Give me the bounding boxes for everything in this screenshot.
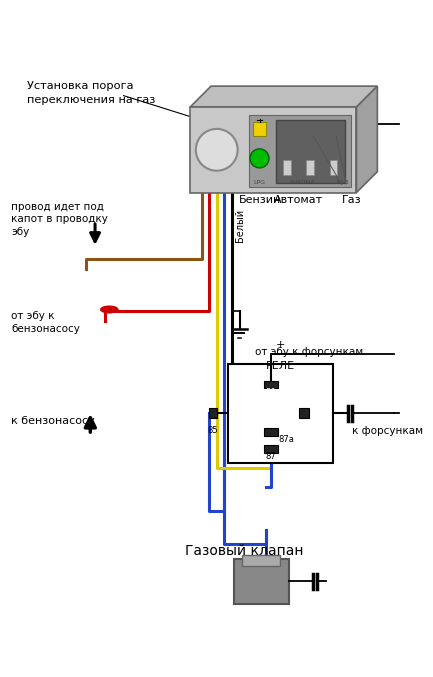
Text: РЕЛЕ: РЕЛЕ bbox=[266, 361, 295, 371]
Bar bbox=[300, 408, 309, 418]
Bar bbox=[264, 380, 278, 389]
Text: Белый: Белый bbox=[235, 209, 245, 242]
Bar bbox=[242, 554, 281, 566]
Polygon shape bbox=[190, 86, 378, 107]
Text: к форсункам: к форсункам bbox=[352, 427, 423, 437]
Bar bbox=[264, 445, 278, 453]
Text: 87: 87 bbox=[265, 452, 276, 461]
Polygon shape bbox=[356, 86, 378, 192]
Text: Газ: Газ bbox=[342, 196, 362, 205]
Text: провод идет под
капот в проводку
эбу: провод идет под капот в проводку эбу bbox=[11, 202, 108, 237]
Text: 30: 30 bbox=[265, 388, 276, 397]
Text: Газовый клапан: Газовый клапан bbox=[185, 544, 304, 559]
Text: IAMONA: IAMONA bbox=[290, 180, 315, 185]
Bar bbox=[330, 160, 337, 175]
Bar bbox=[234, 559, 289, 604]
Ellipse shape bbox=[101, 306, 118, 313]
Polygon shape bbox=[190, 107, 356, 192]
Text: +: + bbox=[276, 340, 285, 350]
Bar bbox=[228, 364, 333, 464]
Bar bbox=[283, 160, 291, 175]
Text: LPG: LPG bbox=[253, 180, 265, 185]
Text: Бензин: Бензин bbox=[239, 196, 281, 205]
Bar bbox=[264, 429, 278, 436]
Bar bbox=[276, 121, 345, 183]
Text: Установка порога
переключения на газ: Установка порога переключения на газ bbox=[26, 81, 155, 104]
Text: 87a: 87a bbox=[278, 435, 294, 444]
Circle shape bbox=[250, 149, 269, 168]
Text: от эбу к форсункам: от эбу к форсункам bbox=[255, 347, 363, 357]
Text: Автомат: Автомат bbox=[274, 196, 323, 205]
Bar bbox=[306, 160, 313, 175]
Text: 85: 85 bbox=[207, 427, 218, 435]
Text: к бензонасосу: к бензонасосу bbox=[11, 416, 95, 426]
Text: IN-3: IN-3 bbox=[337, 180, 349, 185]
Bar bbox=[209, 408, 217, 418]
Circle shape bbox=[196, 129, 238, 171]
Bar bbox=[253, 123, 266, 135]
Text: от эбу к
бензонасосу: от эбу к бензонасосу bbox=[11, 311, 80, 334]
Bar bbox=[249, 114, 351, 187]
